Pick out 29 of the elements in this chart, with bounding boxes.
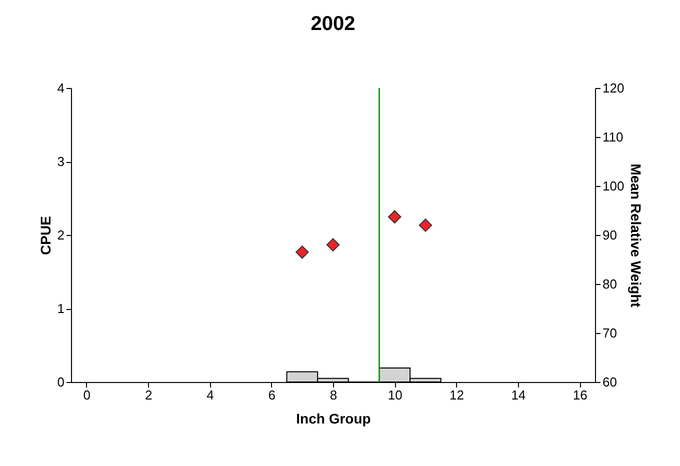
point — [326, 238, 340, 252]
y-tick-label: 3 — [57, 154, 64, 169]
x-tick-label: 2 — [144, 388, 152, 402]
x-axis-title: Inch Group — [296, 410, 371, 426]
x-tick-label: 12 — [450, 388, 464, 402]
y2-tick-label: 100 — [602, 178, 624, 194]
point — [296, 246, 309, 259]
y2-tick-label: 110 — [602, 130, 624, 144]
y-axis-title: CPUE — [37, 216, 54, 255]
x-tick-label: 4 — [206, 388, 214, 402]
x-tick-label: 0 — [83, 388, 91, 402]
y-tick-label: 0 — [57, 374, 64, 390]
x-tick-label: 16 — [572, 388, 588, 402]
y2-tick-label: 60 — [602, 374, 617, 390]
y2-axis-title: Mean Relative Weight — [628, 164, 644, 308]
x-tick-label: 8 — [330, 388, 338, 402]
y2-tick-label: 70 — [602, 326, 617, 340]
y-tick-label: 2 — [57, 228, 64, 242]
y2-tick-label: 80 — [602, 276, 617, 292]
y2-tick-label: 120 — [602, 80, 624, 96]
point — [418, 218, 432, 232]
chart-title: 2002 — [310, 13, 356, 35]
y-tick-label: 1 — [57, 301, 64, 316]
y2-tick-label: 90 — [602, 228, 617, 242]
x-tick-label: 10 — [388, 388, 402, 402]
point — [388, 210, 402, 224]
x-tick-label: 14 — [511, 388, 526, 402]
y-tick-label: 4 — [57, 80, 64, 96]
x-tick-label: 6 — [268, 388, 276, 402]
